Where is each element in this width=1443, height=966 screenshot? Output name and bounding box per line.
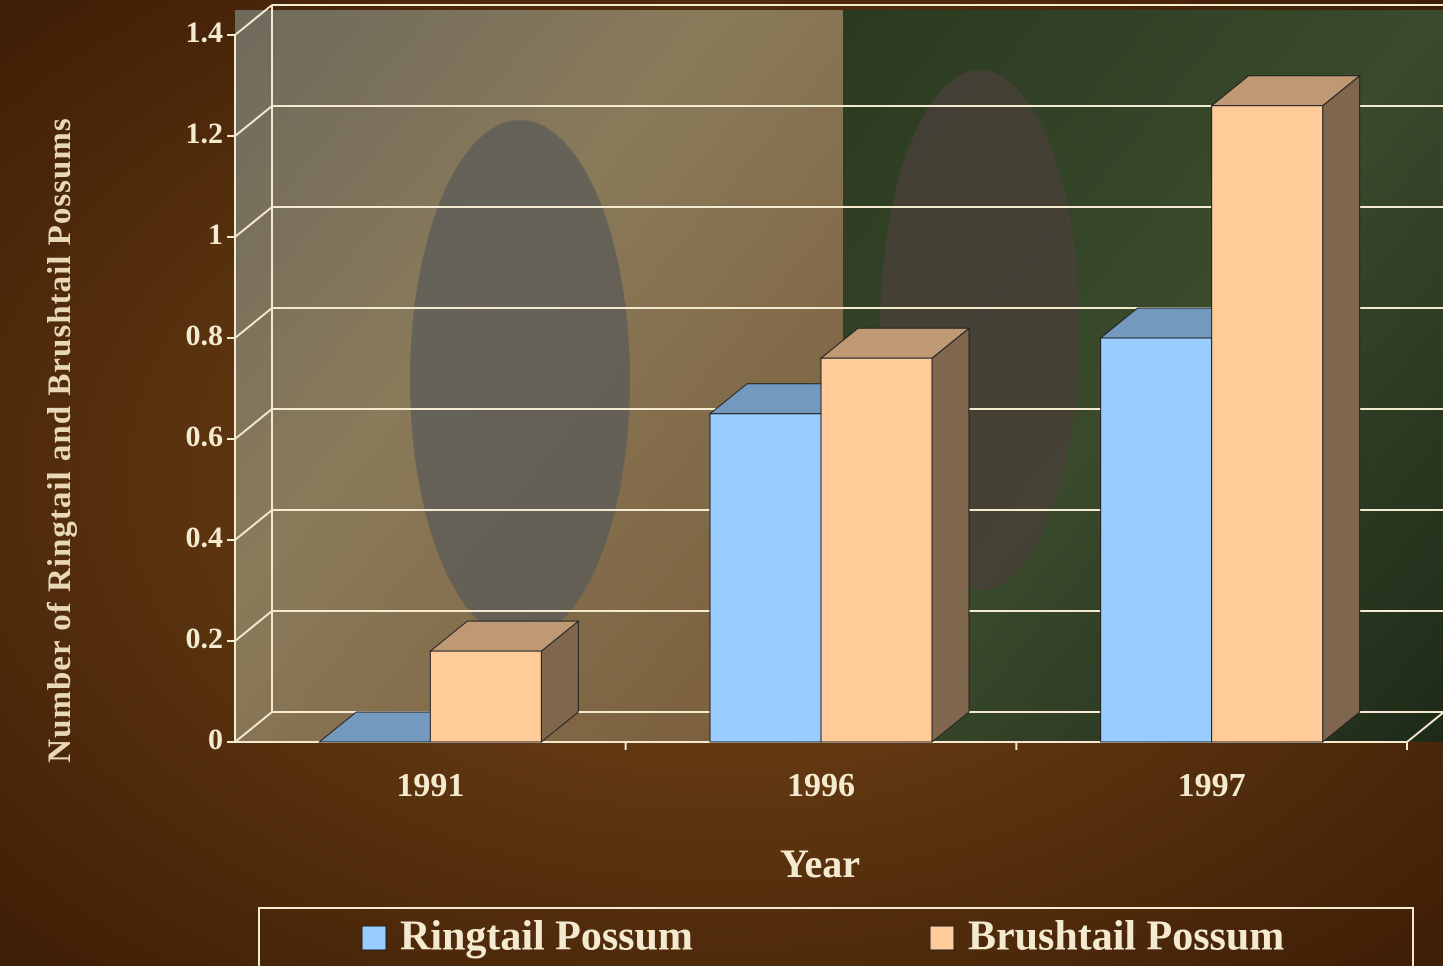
grid-line [234, 610, 273, 642]
x-tick-label: 1996 [787, 767, 855, 804]
legend-label: Ringtail Possum [400, 914, 693, 960]
bar [429, 650, 542, 743]
y-tick-label: 0.8 [186, 319, 224, 352]
grid-line [234, 307, 273, 339]
bar [709, 413, 822, 743]
grid-line [234, 509, 273, 541]
legend-box [258, 907, 1414, 966]
grid-line [234, 408, 273, 440]
grid-line [234, 711, 273, 743]
photo-shape [410, 120, 630, 640]
grid-line [234, 105, 273, 137]
floor-edge [1406, 711, 1443, 743]
legend-label: Brushtail Possum [968, 914, 1284, 960]
y-tick-label: 0.2 [186, 622, 224, 655]
bar [1100, 337, 1213, 743]
grid-line [234, 206, 273, 238]
x-tick-label: 1997 [1178, 767, 1246, 804]
y-axis-title: Number of Ringtail and Brushtail Possums [42, 117, 78, 763]
y-tick-label: 1.2 [186, 117, 224, 150]
y-tick-label: 1 [208, 218, 223, 251]
y-tick-label: 0.4 [186, 521, 224, 554]
y-tick-label: 0 [208, 723, 223, 756]
legend-swatch [361, 925, 387, 951]
bar-side [931, 327, 970, 744]
bar [820, 357, 933, 743]
x-axis-title: Year [780, 841, 860, 886]
grid-line [234, 4, 273, 36]
x-tick-label: 1991 [396, 767, 464, 804]
y-tick-label: 0.6 [186, 420, 224, 453]
legend-swatch [929, 925, 955, 951]
bar [1211, 105, 1324, 743]
y-tick-label: 1.4 [186, 16, 224, 49]
bar-side [1322, 74, 1361, 744]
